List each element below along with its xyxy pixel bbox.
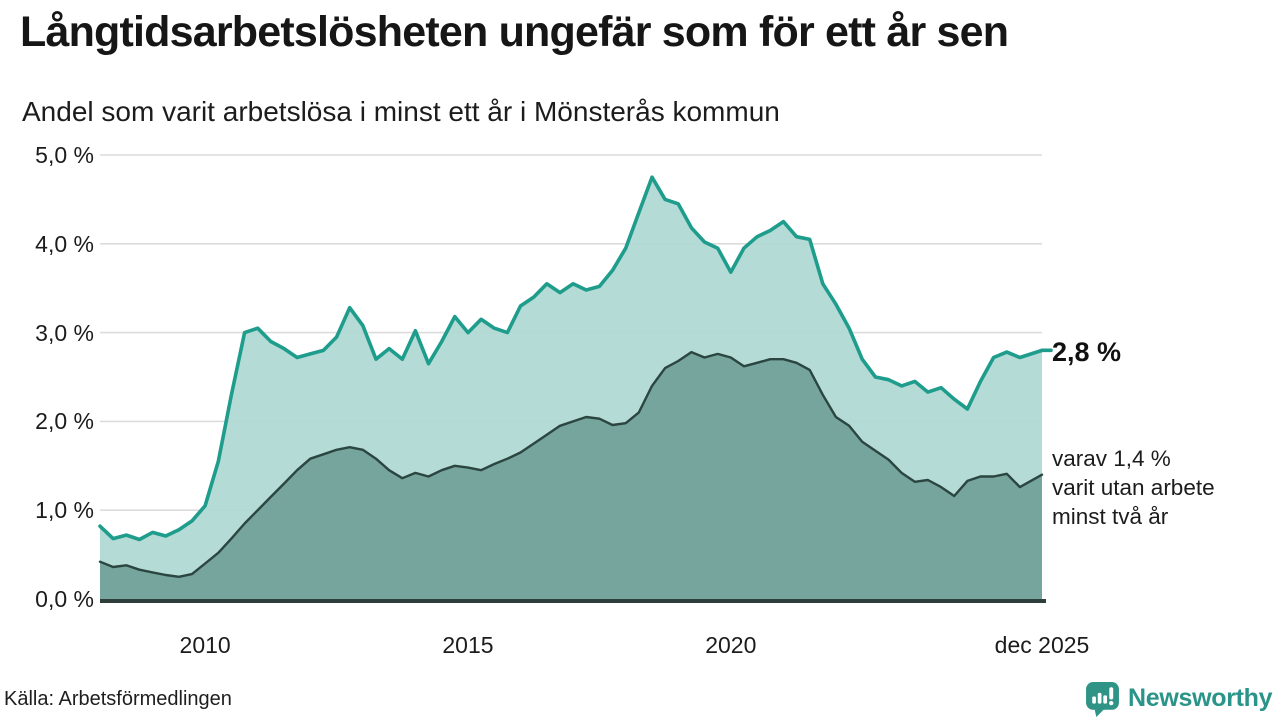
x-axis-line	[100, 599, 1046, 603]
y-tick-label: 0,0 %	[35, 586, 94, 612]
note-line: varit utan arbete	[1052, 475, 1215, 500]
newsworthy-wordmark: Newsworthy	[1128, 684, 1273, 712]
y-tick-label: 5,0 %	[35, 142, 94, 168]
series-area-2year	[100, 352, 1042, 599]
secondary-note: varav 1,4 % varit utan arbete minst två …	[1052, 444, 1215, 531]
source-label: Källa: Arbetsförmedlingen	[4, 688, 232, 710]
x-tick-label: 2015	[442, 632, 494, 658]
y-tick-label: 4,0 %	[35, 230, 94, 257]
chart-subtitle: Andel som varit arbetslösa i minst ett å…	[22, 96, 780, 127]
plot-area	[98, 154, 1053, 599]
series-line-2year	[98, 350, 1044, 578]
note-line: minst två år	[1052, 504, 1169, 529]
newsworthy-logo-icon	[1086, 682, 1119, 717]
y-tick-label: 3,0 %	[35, 319, 94, 346]
y-tick-label: 1,0 %	[35, 497, 94, 524]
series-line-1year	[98, 175, 1044, 542]
chart-title: Långtidsarbetslösheten ungefär som för e…	[20, 8, 1009, 56]
x-tick-label: dec 2025	[994, 632, 1090, 658]
latest-value-label: 2,8 %	[1052, 337, 1122, 367]
note-line: varav 1,4 %	[1052, 446, 1171, 471]
x-tick-label: 2010	[179, 632, 231, 658]
x-tick-label: 2020	[705, 632, 757, 658]
newsworthy-logo: Newsworthy	[1084, 680, 1273, 717]
y-tick-label: 2,0 %	[35, 408, 94, 435]
